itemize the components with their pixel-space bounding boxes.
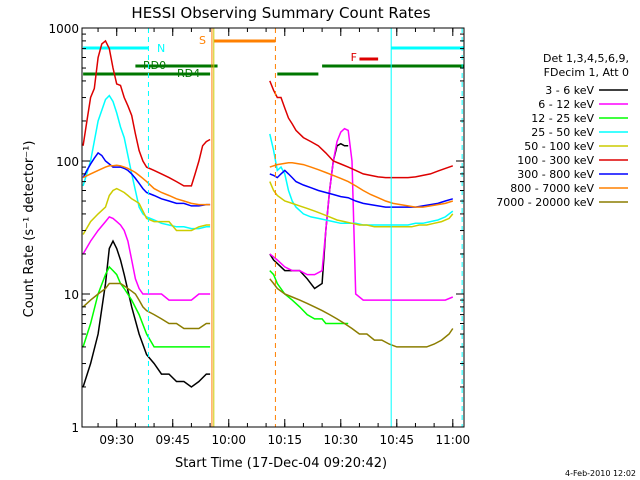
series-layer xyxy=(82,39,454,388)
y-axis-label: Count Rate (s⁻¹ detector⁻¹) xyxy=(22,141,37,318)
series-line-7-0 xyxy=(82,164,211,206)
legend-entry-1: 6 - 12 keV xyxy=(538,98,594,111)
y-tick-label-0: 1 xyxy=(71,421,79,435)
vlines-layer xyxy=(147,28,463,427)
legend-header-0: Det 1,3,4,5,6,9, xyxy=(543,52,629,65)
legend-entry-6: 300 - 800 keV xyxy=(517,168,594,181)
flag-n-label: N xyxy=(157,42,165,55)
plot-frame xyxy=(81,27,465,428)
y-tick-label-3: 1000 xyxy=(48,22,79,36)
series-line-5-1 xyxy=(269,80,454,179)
series-line-0-1 xyxy=(269,142,349,290)
axes-layer: 09:30 09:45 10:00 10:15 10:30 10:45 11:00 1 10 10… xyxy=(48,22,470,447)
series-line-6-0 xyxy=(82,151,211,207)
series-line-4-1 xyxy=(269,181,454,228)
x-tick-label-4: 10:30 xyxy=(323,433,358,447)
flag-rd0-label: RD0 xyxy=(143,59,166,72)
series-line-1-1 xyxy=(269,127,454,301)
series-line-3-1 xyxy=(269,133,454,226)
x-tick-label-1: 09:45 xyxy=(155,433,190,447)
legend-entry-0: 3 - 6 keV xyxy=(545,84,594,97)
x-tick-label-3: 10:15 xyxy=(267,433,302,447)
footer-date: 4-Feb-2010 12:02 xyxy=(565,469,636,478)
legend: Det 1,3,4,5,6,9,FDecim 1, Att 0 3 - 6 keV… xyxy=(496,52,629,209)
series-line-1-0 xyxy=(82,215,211,301)
series-line-5-0 xyxy=(82,39,211,187)
y-tick-label-2: 100 xyxy=(56,155,79,169)
legend-entry-2: 12 - 25 keV xyxy=(531,112,594,125)
x-axis-label: Start Time (17-Dec-04 09:20:42) xyxy=(175,456,387,471)
y-tick-label-1: 10 xyxy=(64,288,79,302)
legend-entry-7: 800 - 7000 keV xyxy=(510,182,594,195)
legend-entry-8: 7000 - 20000 keV xyxy=(496,196,594,209)
flag-s-label: S xyxy=(199,34,206,47)
flag-rd4-label: RD4 xyxy=(177,67,200,80)
legend-entry-4: 50 - 100 keV xyxy=(524,140,594,153)
x-tick-label-6: 11:00 xyxy=(436,433,471,447)
chart-title: HESSI Observing Summary Count Rates xyxy=(131,4,430,22)
series-line-8-0 xyxy=(82,282,211,330)
series-line-3-0 xyxy=(82,94,211,230)
legend-entry-3: 25 - 50 keV xyxy=(531,126,594,139)
legend-entry-5: 100 - 300 keV xyxy=(517,154,594,167)
series-line-4-0 xyxy=(82,187,211,235)
series-line-2-1 xyxy=(269,270,349,325)
x-tick-label-0: 09:30 xyxy=(99,433,134,447)
series-line-8-1 xyxy=(269,278,454,348)
legend-header-1: FDecim 1, Att 0 xyxy=(544,66,629,79)
x-tick-label-5: 10:45 xyxy=(379,433,414,447)
series-line-7-1 xyxy=(269,162,454,208)
x-tick-label-2: 10:00 xyxy=(211,433,246,447)
series-line-2-0 xyxy=(82,265,211,348)
flag-f-label: F xyxy=(351,51,357,64)
